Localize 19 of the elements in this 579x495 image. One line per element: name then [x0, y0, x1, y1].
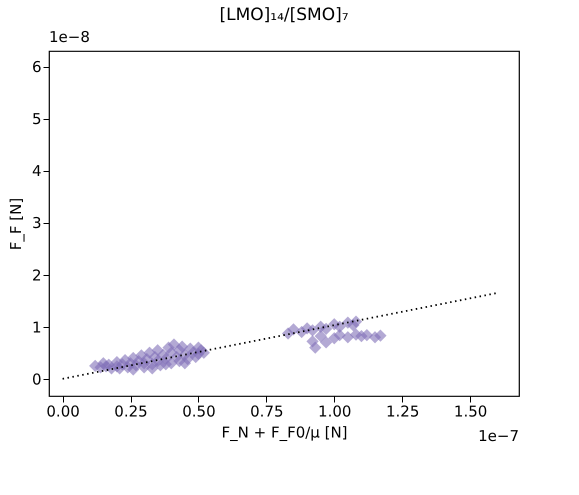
chart-title: [LMO]₁₄/[SMO]₇ [219, 5, 349, 25]
text: 1e−7 [478, 427, 519, 445]
x-tick-label: 0.75 [250, 402, 284, 420]
x-tick-label: 0.25 [114, 402, 148, 420]
x-tick-label: 1.00 [318, 402, 352, 420]
y-tick-label: 1 [32, 318, 42, 336]
y-tick-label: 3 [32, 214, 42, 232]
x-tick-label: 0.00 [46, 402, 80, 420]
x-axis-title: F_N + F_F0/μ [N] [221, 424, 348, 442]
x-tick-label: 1.50 [454, 402, 488, 420]
y-tick-label: 2 [32, 266, 42, 284]
y-axis-title: F_F [N] [6, 198, 25, 250]
y-tick-label: 0 [32, 370, 42, 388]
y-tick-label: 6 [32, 58, 42, 76]
y-tick-label: 5 [32, 110, 42, 128]
text: 1e−8 [49, 28, 90, 46]
y-tick-label: 4 [32, 162, 42, 180]
x-tick-label: 0.50 [182, 402, 216, 420]
x-tick-label: 1.25 [386, 402, 420, 420]
